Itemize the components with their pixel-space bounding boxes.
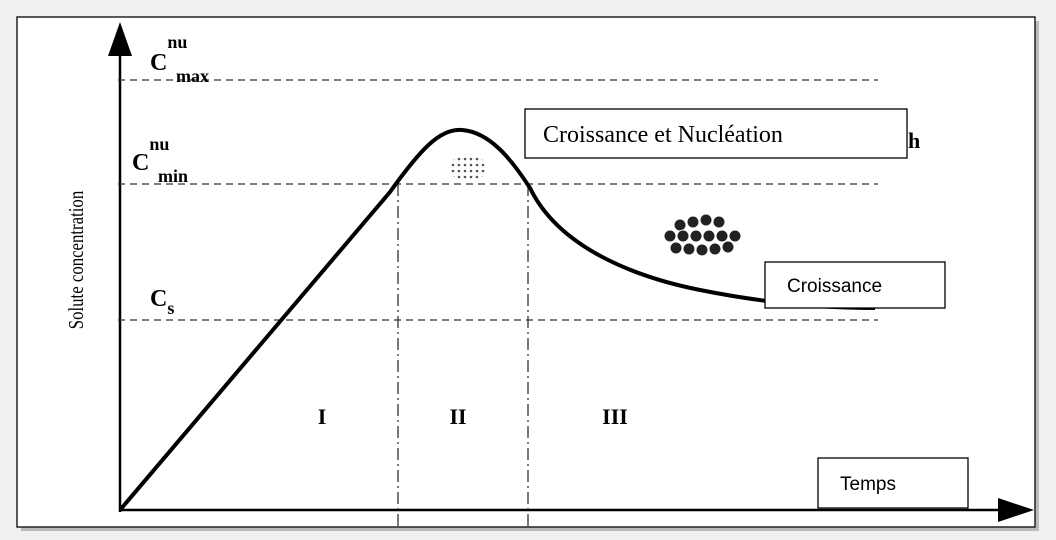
- region-label: I: [318, 404, 327, 429]
- nuclei-symbol: [450, 154, 486, 182]
- y-axis-label: Solute concentration: [65, 190, 88, 329]
- callout-text: Croissance: [787, 276, 882, 297]
- region-label: II: [449, 404, 466, 429]
- level-sub: min: [158, 166, 188, 186]
- callout-text: Croissance et Nucléation: [543, 122, 783, 148]
- page: Diagramme de LaMer {"axis": {"y_label": …: [0, 0, 1056, 540]
- diagram: Solute concentration Cnumax Cnumin Cs I …: [0, 0, 1056, 540]
- callout-text: Temps: [840, 474, 896, 495]
- level-sub: s: [167, 298, 174, 318]
- level-base: C: [150, 286, 167, 312]
- level-base: C: [150, 50, 167, 76]
- level-base: C: [132, 150, 149, 176]
- level-sup: nu: [167, 32, 187, 52]
- level-sub: max: [176, 66, 209, 86]
- region-label: III: [602, 404, 628, 429]
- level-sup: nu: [149, 134, 169, 154]
- body: Solute concentration Cnumax Cnumin Cs I …: [0, 0, 1056, 540]
- fragment-text: h: [908, 128, 920, 153]
